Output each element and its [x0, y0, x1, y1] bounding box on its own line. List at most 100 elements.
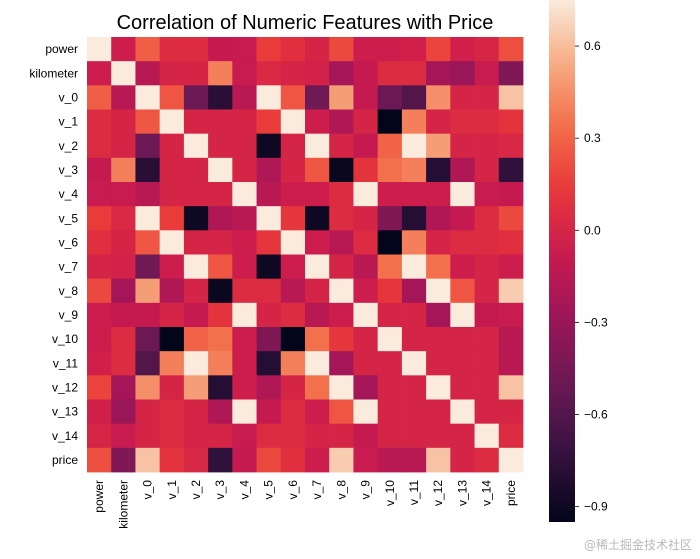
- heatmap-cell-v_14-power: [87, 423, 112, 449]
- heatmap-cell-v_13-v_12: [426, 399, 451, 425]
- heatmap-cell-v_1-v_9: [353, 109, 379, 135]
- heatmap-cell-v_10-v_13: [450, 327, 475, 352]
- heatmap-cell-power-v_13: [450, 37, 475, 62]
- heatmap-cell-v_8-v_14: [474, 278, 500, 304]
- heatmap-cell-v_8-v_0: [135, 278, 161, 304]
- heatmap-cell-kilometer-v_14: [474, 61, 500, 86]
- heatmap-cell-v_5-v_2: [183, 206, 209, 231]
- heatmap-cell-v_10-v_12: [426, 327, 451, 352]
- heatmap-cell-v_14-v_3: [208, 423, 233, 449]
- colorbar-tick-label: 0.6: [584, 39, 601, 53]
- heatmap-cell-v_13-v_6: [280, 399, 306, 425]
- heatmap-cell-v_6-v_6: [280, 230, 306, 255]
- heatmap-cell-v_10-v_9: [353, 327, 379, 352]
- heatmap-cell-v_12-v_1: [159, 375, 185, 400]
- x-tick-label: price: [504, 480, 518, 506]
- heatmap-cell-v_13-v_2: [183, 399, 209, 425]
- heatmap-cell-v_14-v_11: [401, 423, 427, 449]
- y-tick-label: v_3: [59, 163, 79, 177]
- heatmap-cell-power-v_4: [232, 37, 257, 62]
- heatmap-cell-v_10-kilometer: [111, 327, 136, 352]
- colorbar-tick-label: 0.0: [584, 223, 601, 237]
- y-tick-label: v_14: [52, 429, 78, 443]
- heatmap-cell-v_2-v_4: [232, 133, 257, 159]
- heatmap-cell-v_0-price: [498, 85, 524, 110]
- heatmap-cell-v_13-v_1: [159, 399, 185, 425]
- heatmap-cell-v_7-v_9: [353, 254, 379, 280]
- heatmap-cell-v_4-v_0: [135, 182, 161, 207]
- heatmap-cell-v_1-v_6: [280, 109, 306, 135]
- heatmap-cell-v_11-kilometer: [111, 351, 136, 376]
- heatmap-cell-v_0-v_13: [450, 85, 475, 110]
- heatmap-cell-power-v_14: [474, 37, 500, 62]
- heatmap-cell-v_2-v_0: [135, 133, 161, 159]
- heatmap-cell-v_3-v_10: [377, 157, 403, 183]
- heatmap-cell-v_6-v_4: [232, 230, 257, 255]
- heatmap-cell-v_2-power: [87, 133, 112, 159]
- heatmap-cell-price-v_12: [426, 447, 451, 473]
- heatmap-cell-v_11-v_12: [426, 351, 451, 376]
- heatmap-cell-v_2-v_3: [208, 133, 233, 159]
- heatmap-cell-v_2-v_9: [353, 133, 379, 159]
- heatmap-cell-v_12-v_0: [135, 375, 161, 400]
- heatmap-cell-v_8-price: [498, 278, 524, 304]
- heatmap-cell-power-v_1: [159, 37, 185, 62]
- heatmap-cell-v_12-v_3: [208, 375, 233, 400]
- heatmap-cell-price-v_1: [159, 447, 185, 473]
- heatmap-cell-v_9-v_13: [450, 302, 475, 328]
- y-tick-label: kilometer: [29, 66, 78, 80]
- heatmap-cell-v_1-v_4: [232, 109, 257, 135]
- heatmap-cell-v_10-v_10: [377, 327, 403, 352]
- y-tick-label: v_6: [59, 235, 79, 249]
- heatmap-cell-v_6-kilometer: [111, 230, 136, 255]
- heatmap-cell-v_7-power: [87, 254, 112, 280]
- x-tick-label: v_8: [334, 480, 348, 500]
- heatmap-cell-power-v_8: [329, 37, 354, 62]
- x-tick-label: v_14: [480, 480, 494, 506]
- y-tick-label: v_1: [59, 115, 79, 129]
- heatmap-cell-v_4-v_14: [474, 182, 500, 207]
- heatmap-cell-v_12-v_8: [329, 375, 354, 400]
- heatmap-cell-v_5-v_3: [208, 206, 233, 231]
- heatmap-cell-price-v_3: [208, 447, 233, 473]
- heatmap-cell-v_2-v_2: [183, 133, 209, 159]
- heatmap-cell-v_9-power: [87, 302, 112, 328]
- heatmap-cell-price-price: [498, 447, 524, 473]
- heatmap-cell-v_1-v_14: [474, 109, 500, 135]
- heatmap-cell-v_3-v_0: [135, 157, 161, 183]
- heatmap-cell-v_7-v_8: [329, 254, 354, 280]
- heatmap-cell-price-v_14: [474, 447, 500, 473]
- heatmap-cell-v_11-v_0: [135, 351, 161, 376]
- heatmap-cell-v_0-v_11: [401, 85, 427, 110]
- heatmap-cell-v_6-v_12: [426, 230, 451, 255]
- heatmap-cell-power-v_3: [208, 37, 233, 62]
- y-tick-label: v_9: [59, 308, 79, 322]
- y-tick-label: v_4: [59, 187, 79, 201]
- heatmap-cell-v_9-v_1: [159, 302, 185, 328]
- heatmap-cell-v_12-price: [498, 375, 524, 400]
- heatmap-cell-kilometer-v_2: [183, 61, 209, 86]
- heatmap-cell-v_8-v_3: [208, 278, 233, 304]
- heatmap-cell-kilometer-v_9: [353, 61, 379, 86]
- heatmap-cell-v_5-kilometer: [111, 206, 136, 231]
- heatmap-cell-v_1-v_7: [305, 109, 330, 135]
- heatmap-cell-v_0-v_9: [353, 85, 379, 110]
- x-tick-label: v_10: [383, 480, 397, 506]
- heatmap-cell-v_5-v_0: [135, 206, 161, 231]
- heatmap-cell-power-v_10: [377, 37, 403, 62]
- heatmap-cell-price-v_8: [329, 447, 354, 473]
- heatmap-cell-v_3-kilometer: [111, 157, 136, 183]
- heatmap-cell-v_3-v_2: [183, 157, 209, 183]
- heatmap-cell-v_4-v_8: [329, 182, 354, 207]
- heatmap-cell-v_11-price: [498, 351, 524, 376]
- heatmap-cell-v_14-v_9: [353, 423, 379, 449]
- heatmap-cell-v_3-v_7: [305, 157, 330, 183]
- heatmap-cell-v_14-v_14: [474, 423, 500, 449]
- heatmap-cell-v_9-v_11: [401, 302, 427, 328]
- heatmap-cell-v_8-v_5: [256, 278, 282, 304]
- heatmap-cell-v_8-v_9: [353, 278, 379, 304]
- colorbar-tick-label: 0.3: [584, 131, 601, 145]
- heatmap-cell-v_7-v_12: [426, 254, 451, 280]
- heatmap-cell-v_7-v_6: [280, 254, 306, 280]
